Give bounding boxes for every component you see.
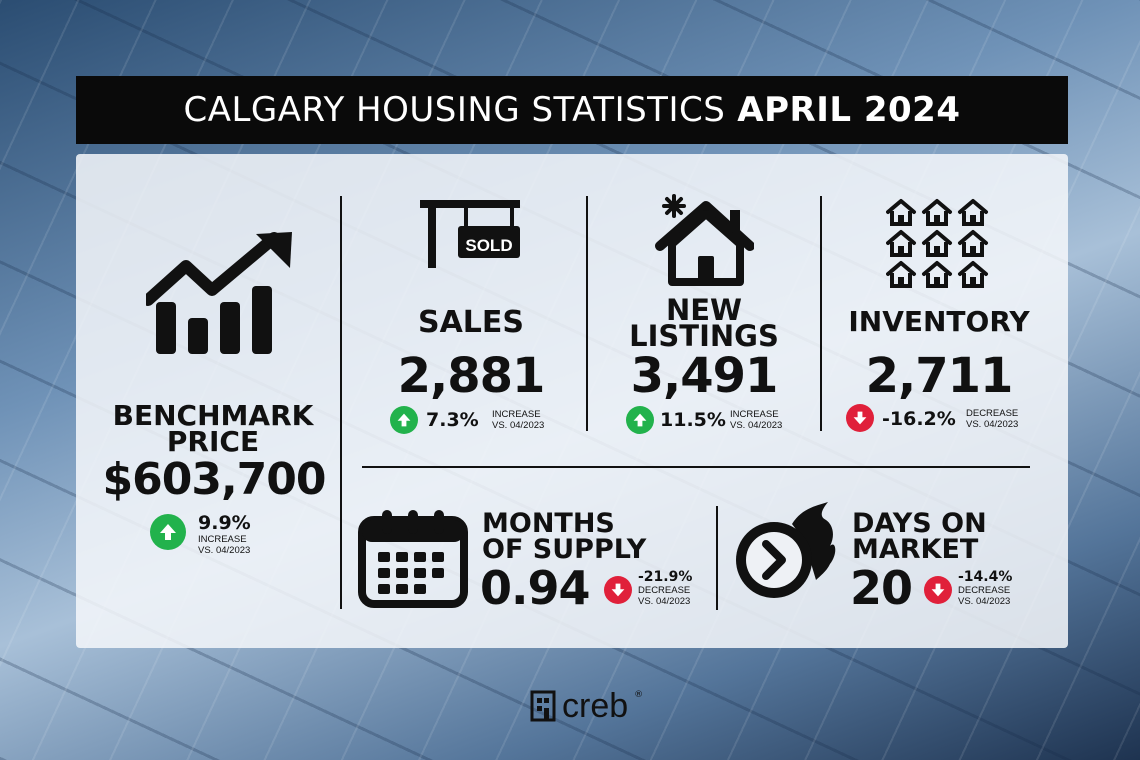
creb-registered-mark: ® [634, 690, 644, 700]
new-house-icon [655, 194, 754, 286]
listings-value: 3,491 [630, 348, 779, 404]
benchmark-note-line1: INCREASE [198, 534, 247, 545]
fast-clock-icon [736, 502, 836, 598]
benchmark-label-line1: BENCHMARK [112, 399, 314, 432]
supply-change: -21.9% [638, 569, 693, 585]
days-change: -14.4% [958, 569, 1013, 585]
benchmark-note-line2: VS. 04/2023 [198, 545, 251, 556]
listings-arrow-up-icon [626, 406, 654, 434]
days-value: 20 [850, 561, 913, 615]
benchmark-value: $603,700 [102, 454, 326, 505]
supply-label-line1: MONTHS [482, 508, 615, 539]
divider-vertical-listings [820, 196, 822, 431]
supply-value: 0.94 [480, 561, 590, 615]
supply-arrow-down-icon [604, 576, 632, 604]
listings-note-line1: INCREASE [730, 409, 779, 420]
sold-sign-icon [420, 200, 520, 268]
sales-note-line1: INCREASE [492, 409, 541, 420]
listings-note-line2: VS. 04/2023 [730, 420, 783, 431]
sales-arrow-up-icon [390, 406, 418, 434]
listings-label-line1: NEW [665, 293, 743, 327]
benchmark-arrow-up-icon [150, 514, 186, 550]
benchmark-change: 9.9% [198, 512, 251, 534]
inventory-change: -16.2% [882, 408, 956, 430]
supply-label-line2: OF SUPPLY [482, 534, 647, 565]
sales-value: 2,881 [397, 348, 546, 404]
days-note-line1: DECREASE [958, 585, 1011, 596]
listings-change: 11.5% [660, 409, 726, 431]
days-label-line1: DAYS ON [852, 508, 987, 539]
calendar-icon [358, 510, 468, 608]
sales-change: 7.3% [426, 409, 479, 431]
sales-note-line2: VS. 04/2023 [492, 420, 545, 431]
inventory-note-line1: DECREASE [966, 408, 1019, 419]
inventory-label: INVENTORY [848, 305, 1030, 338]
supply-note-line2: VS. 04/2023 [638, 596, 691, 607]
days-note-line2: VS. 04/2023 [958, 596, 1011, 607]
benchmark-label-line2: PRICE [166, 425, 260, 458]
creb-logo-text: creb [562, 687, 629, 725]
divider-vertical-bottom [716, 506, 718, 610]
stats-panel [76, 154, 1068, 648]
creb-logo-icon [530, 690, 556, 722]
days-arrow-down-icon [924, 576, 952, 604]
sales-label: SALES [417, 305, 525, 340]
inventory-arrow-down-icon [846, 404, 874, 432]
divider-vertical-sales [586, 196, 588, 431]
divider-vertical-main [340, 196, 342, 609]
inventory-value: 2,711 [865, 348, 1014, 404]
page-title: CALGARY HOUSING STATISTICS APRIL 2024 [76, 76, 1068, 144]
houses-grid-icon [886, 199, 988, 288]
title-main: CALGARY HOUSING STATISTICS [183, 90, 726, 130]
creb-logo: creb ® [530, 688, 643, 724]
divider-horizontal [362, 466, 1030, 468]
inventory-note-line2: VS. 04/2023 [966, 419, 1019, 430]
sold-sign-text: SOLD [465, 236, 513, 255]
supply-note-line1: DECREASE [638, 585, 691, 596]
listings-label-line2: LISTINGS [629, 319, 779, 353]
growth-chart-icon [146, 232, 292, 354]
days-label-line2: MARKET [852, 534, 979, 565]
title-date: APRIL 2024 [737, 90, 961, 130]
